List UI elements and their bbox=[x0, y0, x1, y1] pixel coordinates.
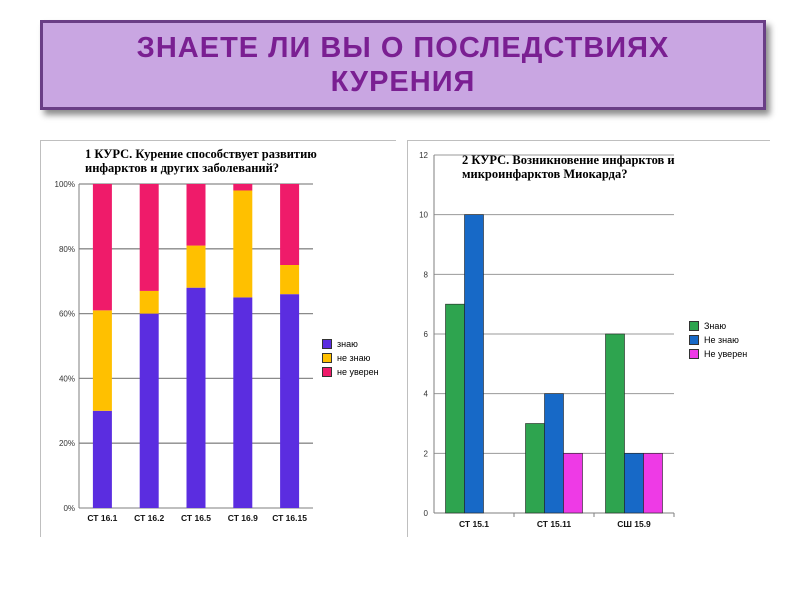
chart1-legend-swatch bbox=[322, 339, 332, 349]
chart2-category-label: СШ 15.9 bbox=[617, 519, 651, 529]
chart2-legend-label: Не уверен bbox=[704, 349, 748, 359]
chart1-title-line2: инфарктов и других заболеваний? bbox=[85, 161, 280, 175]
chart2-ytick-label: 2 bbox=[424, 449, 429, 458]
chart1-bar-1 bbox=[186, 287, 206, 508]
chart2-title-line1: 2 КУРС. Возникновение инфарктов и bbox=[462, 153, 675, 167]
chart2-category-label: СТ 15.1 bbox=[459, 519, 489, 529]
chart1-bar-3 bbox=[139, 184, 159, 291]
chart1-title-line1: 1 КУРС. Курение способствует развитию bbox=[85, 147, 317, 161]
chart2-bar-1 bbox=[525, 423, 545, 514]
chart2-ytick-label: 4 bbox=[424, 390, 429, 399]
chart2-ytick-label: 6 bbox=[424, 330, 429, 339]
chart2-bar-1 bbox=[605, 333, 625, 514]
chart2-legend-swatch bbox=[689, 335, 699, 345]
chart1-bar-1 bbox=[139, 313, 159, 508]
chart2-legend-label: Знаю bbox=[704, 321, 727, 331]
slide-title-line1: ЗНАЕТЕ ЛИ ВЫ О ПОСЛЕДСТВИЯХ bbox=[136, 32, 670, 64]
chart1-legend-label: знаю bbox=[337, 339, 358, 349]
chart1-legend-item: не знаю bbox=[322, 351, 379, 365]
chart2-title-line2: микроинфарктов Миокарда? bbox=[462, 167, 628, 181]
chart2-bar-2 bbox=[544, 393, 564, 514]
chart2-bar-1 bbox=[445, 303, 465, 514]
chart-panel-course2: 2 КУРС. Возникновение инфарктов и микрои… bbox=[407, 140, 770, 537]
chart1-bar-2 bbox=[280, 265, 300, 295]
chart1-bar-2 bbox=[186, 245, 206, 288]
chart1-legend-swatch bbox=[322, 353, 332, 363]
chart2-legend-swatch bbox=[689, 321, 699, 331]
chart1-category-label: СТ 16.5 bbox=[181, 513, 211, 523]
chart1-ytick-label: 40% bbox=[59, 374, 75, 383]
chart1-legend-label: не знаю bbox=[337, 353, 371, 363]
chart1-ytick-label: 0% bbox=[63, 504, 75, 513]
chart2-bar-2 bbox=[464, 214, 484, 514]
chart2-legend-swatch bbox=[689, 349, 699, 359]
chart2-legend-item: Знаю bbox=[689, 319, 747, 333]
chart2-bar-2 bbox=[624, 453, 644, 514]
chart1-bar-3 bbox=[92, 184, 112, 311]
chart1-ytick-label: 60% bbox=[59, 310, 75, 319]
chart2-title: 2 КУРС. Возникновение инфарктов и микрои… bbox=[462, 153, 675, 181]
chart2-ytick-label: 10 bbox=[419, 211, 428, 220]
chart2-ytick-label: 12 bbox=[419, 151, 428, 160]
chart2-legend-item: Не уверен bbox=[689, 347, 747, 361]
chart2-bar-3 bbox=[643, 453, 663, 514]
chart1-bar-2 bbox=[233, 190, 253, 298]
chart1-legend: знаю не знаю не уверен bbox=[322, 337, 379, 379]
chart2-category-label: СТ 15.11 bbox=[537, 519, 572, 529]
chart1-bar-1 bbox=[92, 410, 112, 508]
chart1-legend-label: не уверен bbox=[337, 367, 379, 377]
chart1-ytick-label: 20% bbox=[59, 439, 75, 448]
chart1-bar-2 bbox=[139, 290, 159, 314]
chart1-bar-3 bbox=[186, 184, 206, 246]
chart2-bar-3 bbox=[563, 453, 583, 514]
chart1-bar-3 bbox=[233, 184, 253, 191]
chart1-category-label: СТ 16.15 bbox=[272, 513, 307, 523]
chart1-svg: 0% 20% 40% 60% 80% 100% СТ 16.1 СТ 16.2 СТ 16.5 С… bbox=[55, 180, 313, 523]
chart1-legend-item: не уверен bbox=[322, 365, 379, 379]
chart1-category-label: СТ 16.9 bbox=[228, 513, 258, 523]
chart1-category-label: СТ 16.1 bbox=[87, 513, 117, 523]
chart1-bar-1 bbox=[233, 297, 253, 508]
chart1-title: 1 КУРС. Курение способствует развитию ин… bbox=[85, 147, 317, 175]
chart1-ytick-label: 100% bbox=[55, 180, 75, 189]
chart1-ytick-label: 80% bbox=[59, 245, 75, 254]
chart1-bar-2 bbox=[92, 310, 112, 411]
chart2-legend-item: Не знаю bbox=[689, 333, 747, 347]
chart1-bar-3 bbox=[280, 184, 300, 265]
title-banner: ЗНАЕТЕ ЛИ ВЫ О ПОСЛЕДСТВИЯХ КУРЕНИЯ bbox=[40, 20, 766, 110]
chart2-ytick-label: 8 bbox=[424, 270, 429, 279]
chart2-ytick-label: 0 bbox=[424, 509, 429, 518]
chart2-legend-label: Не знаю bbox=[704, 335, 739, 345]
chart1-legend-swatch bbox=[322, 367, 332, 377]
chart2-legend: Знаю Не знаю Не уверен bbox=[689, 319, 747, 361]
chart1-legend-item: знаю bbox=[322, 337, 379, 351]
chart1-bar-1 bbox=[280, 294, 300, 508]
chart2-svg: 0 2 4 6 8 10 12 СТ 15.1 СТ 15.11 СШ 15.9 bbox=[419, 151, 675, 529]
slide-title-line2: КУРЕНИЯ bbox=[330, 66, 476, 98]
chart-panel-course1: 1 КУРС. Курение способствует развитию ин… bbox=[40, 140, 396, 537]
chart1-category-label: СТ 16.2 bbox=[134, 513, 164, 523]
